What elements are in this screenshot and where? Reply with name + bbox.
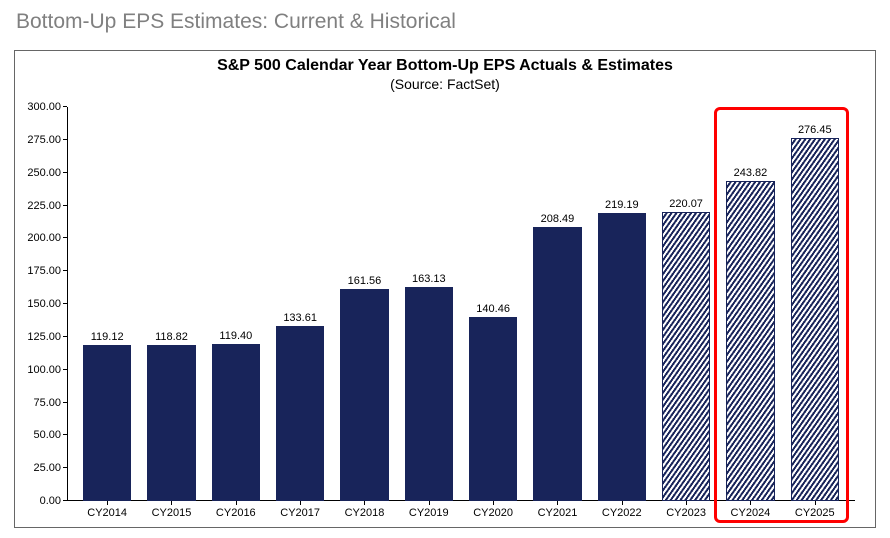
y-axis-label: 150.00 <box>27 298 61 310</box>
bar <box>598 213 646 501</box>
bar-slot: 219.19CY2022 <box>590 107 654 501</box>
bar-slot: 161.56CY2018 <box>332 107 396 501</box>
x-axis-label: CY2015 <box>152 507 192 519</box>
x-axis-label: CY2022 <box>602 507 642 519</box>
bar <box>212 344 260 501</box>
x-axis-label: CY2024 <box>731 507 771 519</box>
y-axis-tick <box>63 402 67 403</box>
bar <box>147 345 195 501</box>
x-axis-label: CY2014 <box>87 507 127 519</box>
y-axis-label: 0.00 <box>40 495 61 507</box>
chart-title: S&P 500 Calendar Year Bottom-Up EPS Actu… <box>15 57 875 75</box>
x-axis-tick <box>429 501 430 505</box>
bar-value-label: 243.82 <box>734 167 768 179</box>
eps-chart: S&P 500 Calendar Year Bottom-Up EPS Actu… <box>14 50 876 528</box>
y-axis-tick <box>63 500 67 501</box>
y-axis-label: 250.00 <box>27 167 61 179</box>
bar-slot: 119.40CY2016 <box>204 107 268 501</box>
x-axis-label: CY2021 <box>538 507 578 519</box>
y-axis-tick <box>63 467 67 468</box>
y-axis-tick <box>63 237 67 238</box>
bar <box>469 317 517 501</box>
x-axis-tick <box>171 501 172 505</box>
chart-subtitle: (Source: FactSet) <box>15 76 875 92</box>
bar-value-label: 208.49 <box>541 213 575 225</box>
x-axis-tick <box>107 501 108 505</box>
y-axis-label: 100.00 <box>27 364 61 376</box>
bar-value-label: 118.82 <box>155 331 188 343</box>
y-axis-label: 300.00 <box>27 101 61 113</box>
bar <box>662 212 710 501</box>
bar-slot: 276.45CY2025 <box>783 107 847 501</box>
page-title: Bottom-Up EPS Estimates: Current & Histo… <box>16 10 876 34</box>
bar-value-label: 119.12 <box>91 331 124 343</box>
x-axis-label: CY2017 <box>280 507 320 519</box>
x-axis-label: CY2018 <box>345 507 385 519</box>
bar-slot: 220.07CY2023 <box>654 107 718 501</box>
y-axis-tick <box>63 434 67 435</box>
x-axis-tick <box>364 501 365 505</box>
y-axis-label: 275.00 <box>27 134 61 146</box>
y-axis-tick <box>63 303 67 304</box>
bar-slot: 243.82CY2024 <box>718 107 782 501</box>
x-axis-tick <box>493 501 494 505</box>
x-axis-tick <box>300 501 301 505</box>
bar-slot: 208.49CY2021 <box>525 107 589 501</box>
bar-value-label: 140.46 <box>476 303 510 315</box>
y-axis-label: 200.00 <box>27 232 61 244</box>
bar <box>533 227 581 501</box>
bar-slot: 118.82CY2015 <box>139 107 203 501</box>
y-axis-label: 175.00 <box>27 265 61 277</box>
y-axis-tick <box>63 139 67 140</box>
bar-value-label: 133.61 <box>283 312 317 324</box>
bar <box>340 289 388 501</box>
x-axis-label: CY2020 <box>473 507 513 519</box>
y-axis-label: 75.00 <box>33 397 61 409</box>
bar-value-label: 119.40 <box>219 330 252 342</box>
y-axis-tick <box>63 270 67 271</box>
bar-value-label: 276.45 <box>798 124 832 136</box>
bar <box>726 181 774 501</box>
x-axis-tick <box>236 501 237 505</box>
y-axis-tick <box>63 172 67 173</box>
y-axis-tick <box>63 369 67 370</box>
y-axis-label: 25.00 <box>33 462 61 474</box>
x-axis-tick <box>686 501 687 505</box>
y-axis-tick <box>63 106 67 107</box>
y-axis-label: 225.00 <box>27 200 61 212</box>
x-axis-tick <box>622 501 623 505</box>
y-axis-tick <box>63 205 67 206</box>
bar-value-label: 219.19 <box>605 199 639 211</box>
x-axis-label: CY2016 <box>216 507 256 519</box>
bar <box>83 345 131 501</box>
y-axis-label: 125.00 <box>27 331 61 343</box>
bar <box>791 138 839 501</box>
y-axis-label: 50.00 <box>33 429 61 441</box>
bars-container: 119.12CY2014118.82CY2015119.40CY2016133.… <box>67 107 855 501</box>
x-axis-label: CY2025 <box>795 507 835 519</box>
bar-value-label: 163.13 <box>412 273 446 285</box>
bar-slot: 119.12CY2014 <box>75 107 139 501</box>
x-axis-tick <box>750 501 751 505</box>
bar-slot: 140.46CY2020 <box>461 107 525 501</box>
bar-slot: 163.13CY2019 <box>397 107 461 501</box>
x-axis-label: CY2023 <box>666 507 706 519</box>
bar-value-label: 161.56 <box>348 275 382 287</box>
y-axis-tick <box>63 336 67 337</box>
plot-area: 119.12CY2014118.82CY2015119.40CY2016133.… <box>67 107 855 501</box>
x-axis-label: CY2019 <box>409 507 449 519</box>
bar <box>405 287 453 501</box>
x-axis-tick <box>815 501 816 505</box>
bar <box>276 326 324 501</box>
bar-slot: 133.61CY2017 <box>268 107 332 501</box>
bar-value-label: 220.07 <box>669 198 703 210</box>
x-axis-tick <box>557 501 558 505</box>
